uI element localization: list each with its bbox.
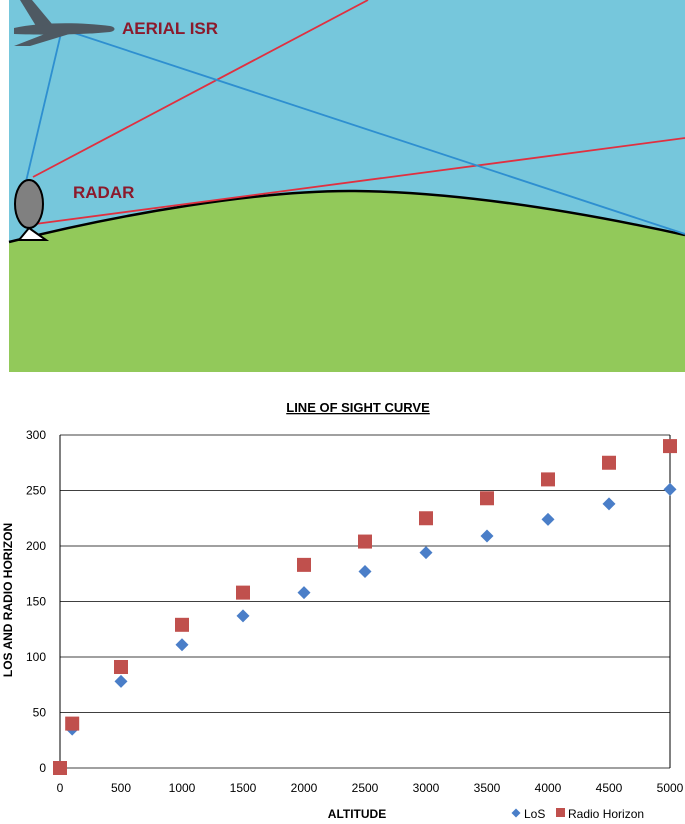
x-tick-label: 1000 (169, 781, 196, 795)
ground (9, 190, 685, 372)
radio-horizon-point (663, 439, 677, 454)
line-of-sight-chart: LINE OF SIGHT CURVE 0 50 100 150 200 250 300 0… (1, 400, 684, 821)
radio-horizon-point (541, 472, 555, 487)
radio-horizon-point (358, 534, 372, 549)
aerial-isr-label: AERIAL ISR (122, 19, 218, 38)
legend: LoS Radio Horizon (511, 807, 644, 821)
los-point (175, 638, 189, 652)
legend-label-radio-horizon: Radio Horizon (568, 807, 644, 821)
los-diagram: AERIAL ISR RADAR (8, 0, 685, 372)
x-tick-label: 2000 (291, 781, 318, 795)
x-tick-label: 3500 (474, 781, 501, 795)
y-tick-label: 250 (26, 484, 46, 498)
radio-horizon-point (480, 491, 494, 506)
los-point (236, 609, 250, 623)
los-line-aircraft-to-horizon (61, 28, 685, 235)
y-tick-label: 150 (26, 595, 46, 609)
x-tick-label: 500 (111, 781, 131, 795)
x-tick-label: 3000 (413, 781, 440, 795)
data-points (53, 439, 677, 775)
radio-horizon-point (602, 455, 616, 470)
radio-horizon-point (175, 617, 189, 632)
x-tick-label: 5000 (657, 781, 684, 795)
x-tick-label: 4500 (596, 781, 623, 795)
radar-label: RADAR (73, 183, 134, 202)
legend-marker-los (511, 808, 521, 818)
radar-icon (14, 179, 50, 241)
aircraft-icon (14, 0, 115, 46)
los-point (419, 546, 433, 560)
x-tick-label: 0 (57, 781, 64, 795)
x-tick-label: 4000 (535, 781, 562, 795)
x-tick-label: 1500 (230, 781, 257, 795)
terrain-line (8, 189, 685, 244)
y-tick-label: 100 (26, 650, 46, 664)
x-tick-label: 2500 (352, 781, 379, 795)
los-point (358, 565, 372, 579)
los-point (663, 482, 677, 496)
radio-horizon-point (297, 557, 311, 572)
y-tick-labels: 0 50 100 150 200 250 300 (26, 428, 46, 775)
radar-beam-lower (34, 137, 685, 225)
legend-marker-radio-horizon (556, 808, 565, 817)
y-tick-label: 200 (26, 539, 46, 553)
radio-horizon-point (236, 585, 250, 600)
radar-beam-upper (32, 0, 369, 178)
y-tick-label: 50 (33, 706, 47, 720)
y-tick-label: 300 (26, 428, 46, 442)
los-point (114, 674, 128, 688)
gridlines (59, 434, 671, 769)
los-point (297, 586, 311, 600)
x-tick-labels: 0 500 1000 1500 2000 2500 3000 3500 4000 4500 5000 (57, 781, 684, 795)
y-tick-label: 0 (39, 761, 46, 775)
los-line-aircraft-to-radar (23, 28, 63, 191)
chart-title: LINE OF SIGHT CURVE (286, 400, 430, 415)
los-point (602, 497, 616, 511)
y-axis-title: LOS AND RADIO HORIZON (1, 523, 15, 677)
x-axis-title: ALTITUDE (328, 807, 386, 821)
legend-label-los: LoS (524, 807, 545, 821)
los-point (480, 529, 494, 543)
radio-horizon-point (114, 659, 128, 674)
radio-horizon-point (419, 511, 433, 526)
radio-horizon-point (65, 716, 80, 731)
los-point (541, 512, 555, 526)
radio-horizon-point (53, 761, 67, 775)
